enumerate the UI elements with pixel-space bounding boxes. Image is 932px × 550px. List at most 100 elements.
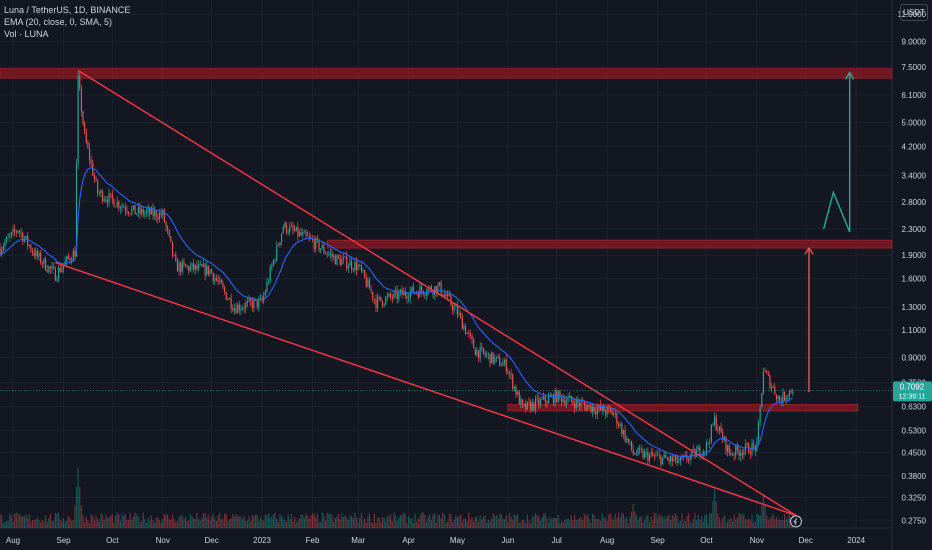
candle [491,351,493,364]
candle-body [464,326,467,335]
symbol-title[interactable]: Luna / TetherUS, 1D, BINANCE [4,5,131,15]
volume-bar [36,517,39,528]
candle [381,300,384,309]
candle [681,453,683,461]
candle [87,139,89,150]
candle [22,231,24,245]
volume-bar [72,520,74,528]
candle [189,262,192,273]
candle-body [502,363,504,366]
candle-body [435,286,437,294]
volume-bar [689,521,691,528]
candle-body [572,400,574,404]
candle-body [630,441,633,450]
candle [520,395,522,408]
volume-bar [12,521,14,528]
candle [663,451,665,459]
volume-bar [572,520,574,528]
candle-body [202,264,205,267]
candle-body [653,455,655,457]
candle-body [119,207,122,209]
candle [108,188,110,207]
candle-body [346,256,348,269]
volume-bar [75,486,78,528]
volume-bar [777,519,779,528]
candle-body [504,359,506,364]
y-tick-label: 9.0000 [902,38,927,47]
candle [738,445,740,461]
candle-body [746,443,748,445]
candle-body [668,458,670,462]
candle [515,384,517,399]
volume-bar [648,522,651,528]
candle [294,224,296,233]
volume-bar [406,522,408,528]
volume-bar [318,521,320,528]
candle-body [268,281,270,283]
candle [757,419,760,444]
candle-body [300,231,302,235]
candle-body [364,270,366,278]
candle-body [686,454,688,461]
volume-bar [474,517,476,528]
candle [756,436,758,452]
candle-body [743,450,745,455]
candle-body [256,299,258,307]
candle-body [477,350,480,359]
currency-button[interactable]: USDT [900,4,928,21]
candle-body [334,255,336,265]
candle-body [266,281,268,292]
volume-indicator-label[interactable]: Vol · LUNA [4,29,49,39]
volume-bar [531,516,533,528]
volume-bar [432,514,434,528]
volume-bar [492,513,494,528]
candle [534,395,537,415]
volume-bar [759,515,761,528]
y-tick-label: 2.8000 [902,198,927,207]
volume-bar [365,522,367,528]
volume-bar [290,513,292,528]
candle-body [735,445,737,456]
volume-bars [0,468,794,528]
volume-bar [600,521,602,528]
volume-bar [525,523,527,528]
volume-bar [372,522,374,528]
volume-bar [320,522,322,528]
volume-bar [391,521,393,528]
volume-bar [510,516,512,528]
candle [712,422,714,427]
candle-body [344,256,346,258]
volume-bar [687,513,690,528]
volume-bar [647,514,649,528]
candle [181,258,183,275]
candle-body [440,282,442,295]
candle-body [676,455,678,463]
candle-body [225,291,227,300]
candle-body [41,263,43,264]
volume-bar [316,513,318,528]
volume-bar [82,514,84,528]
candle [77,70,79,170]
volume-bar [700,516,703,528]
candle [160,208,162,219]
candle [652,448,654,457]
volume-bar [697,515,699,528]
candle-body [756,440,758,451]
candle [279,241,281,249]
volume-bar [751,514,753,528]
candle [508,370,511,380]
volume-bar [212,514,214,528]
candle [119,205,122,214]
ema-indicator-label[interactable]: EMA (20, close, 0, SMA, 5) [4,17,113,27]
candle [372,291,374,303]
volume-bar [256,514,258,528]
candle [593,406,595,415]
volume-bar [364,518,366,528]
volume-bar [429,513,431,528]
candle [424,293,426,300]
candle [521,399,524,409]
candle [653,453,655,461]
candle [546,399,548,409]
volume-bar [717,513,719,528]
